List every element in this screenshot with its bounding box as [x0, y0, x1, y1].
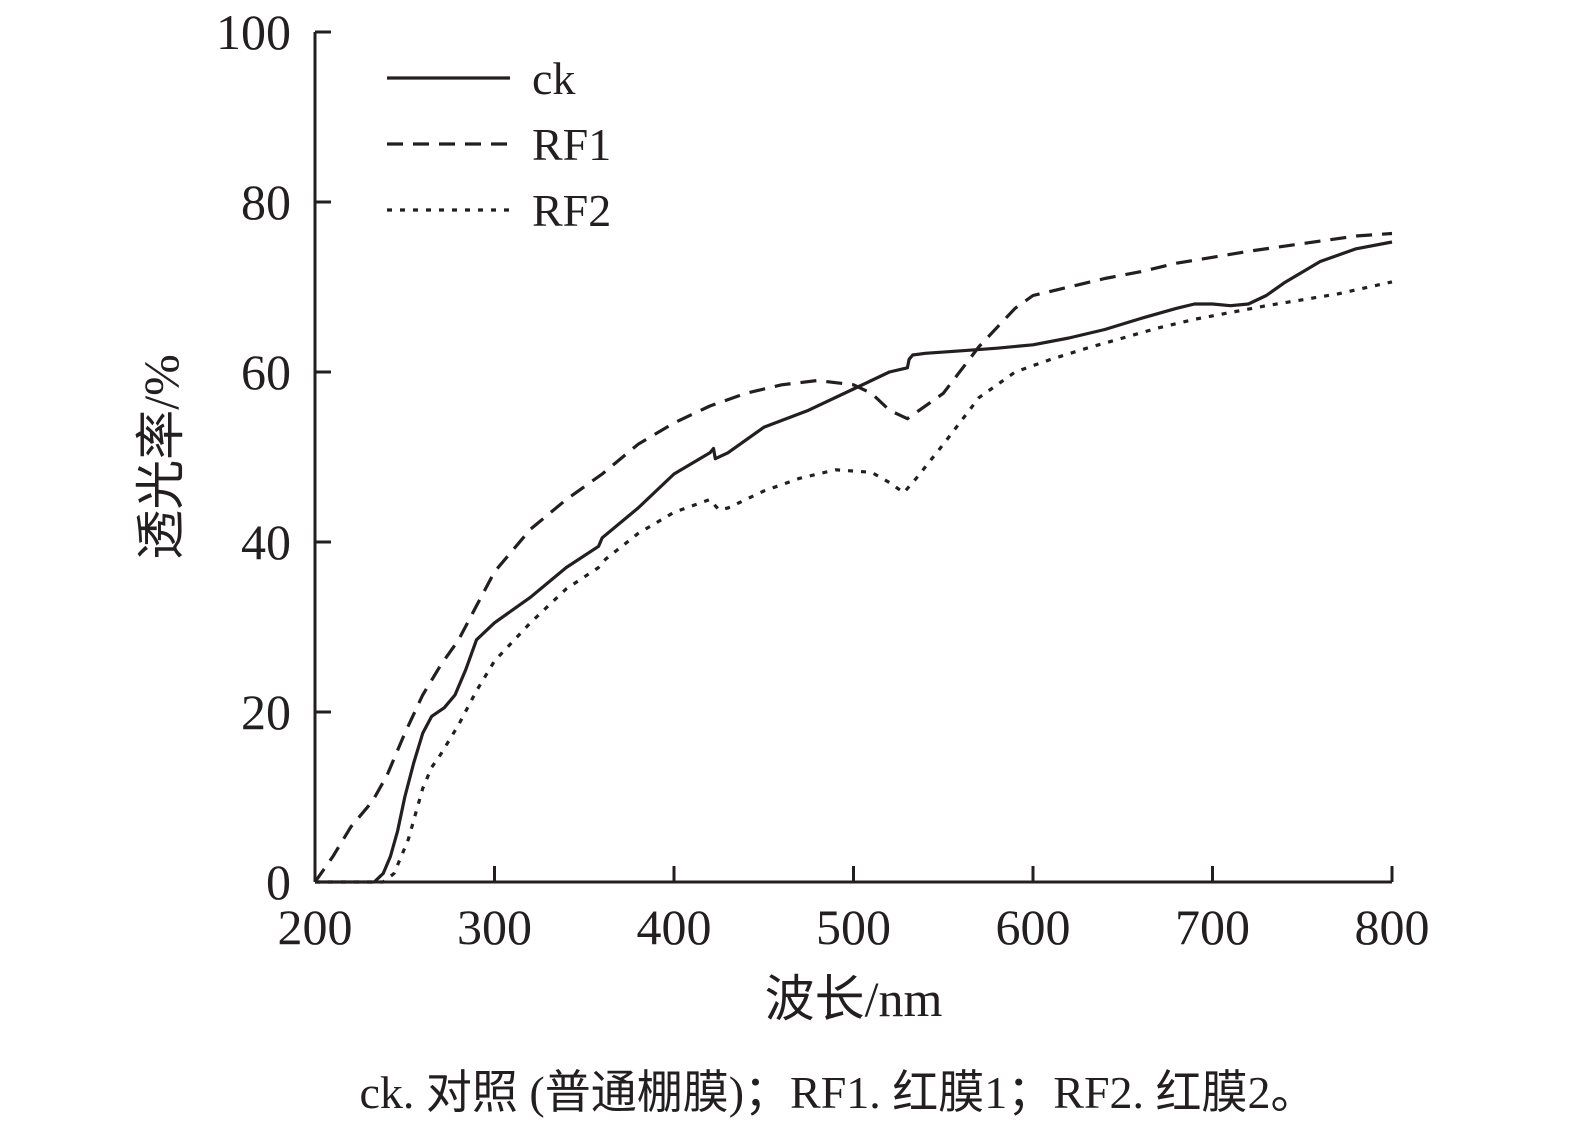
series-line-rf2 [315, 280, 1393, 884]
series-line-ck [315, 240, 1393, 884]
legend: ck RF1 RF2 [387, 53, 611, 236]
x-axis-title: 波长/nm [765, 971, 943, 1027]
y-tick-label: 80 [241, 174, 291, 230]
legend-label-rf1: RF1 [532, 119, 611, 170]
legend-label-ck: ck [532, 53, 575, 104]
series-layer [313, 231, 1393, 884]
y-tick-label: 40 [241, 514, 291, 570]
x-tick-label: 200 [278, 899, 353, 955]
x-tick-label: 300 [457, 899, 532, 955]
figure-caption: ck. 对照 (普通棚膜)；RF1. 红膜1；RF2. 红膜2。 [359, 1067, 1316, 1118]
x-tick-label: 800 [1355, 899, 1430, 955]
y-tick-label: 60 [241, 344, 291, 400]
series-line-rf1 [313, 231, 1393, 883]
axes [313, 32, 1392, 884]
y-axis-title: 透光率/% [133, 354, 189, 560]
x-tick-label: 600 [996, 899, 1071, 955]
x-tick-label: 500 [816, 899, 891, 955]
y-tick-label: 20 [241, 684, 291, 740]
legend-label-rf2: RF2 [532, 185, 611, 236]
y-tick-label: 0 [266, 854, 291, 910]
x-tick-label: 700 [1175, 899, 1250, 955]
x-ticks: 200 300 400 500 600 700 800 [278, 866, 1430, 955]
y-tick-label: 100 [216, 4, 291, 60]
x-tick-label: 400 [637, 899, 712, 955]
